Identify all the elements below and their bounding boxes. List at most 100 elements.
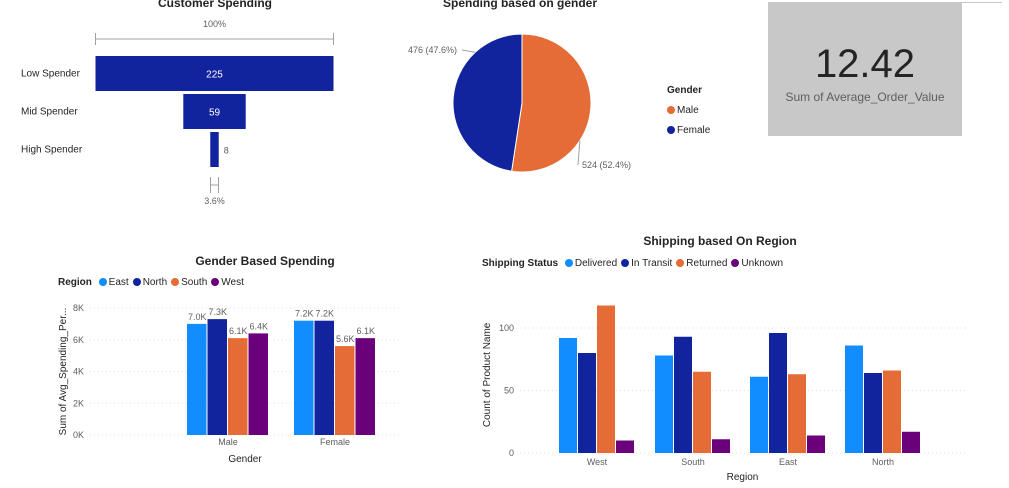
pie-legend-item: Male (667, 101, 710, 121)
legend-swatch (98, 278, 107, 286)
pie-chart: 524 (52.4%) 476 (47.6%) (408, 33, 631, 173)
funnel-category-label: High Spender (21, 145, 83, 156)
y-tick-label: 2K (73, 398, 84, 408)
funnel-bar-0 (95, 56, 334, 91)
pie-label-leader (577, 140, 581, 166)
gender-legend-item: North (129, 277, 167, 288)
gender-legend-item: South (167, 277, 207, 288)
legend-label: Returned (686, 258, 728, 269)
y-tick-label: 100 (499, 323, 514, 333)
funnel-chart: 100% Low Spender 225 Mid Spender 59 High Spen… (21, 19, 334, 206)
legend-label: West (221, 277, 244, 288)
bar-west-female (355, 338, 375, 435)
legend-swatch (731, 259, 740, 267)
bar-delivered-west (559, 338, 577, 453)
legend-swatch (171, 278, 180, 286)
pie-legend-item: Female (667, 121, 710, 141)
bar-north-female (314, 320, 334, 435)
bar-data-label: 7.2K (295, 309, 314, 319)
region-legend-item: In Transit (617, 258, 672, 269)
x-category-label: East (779, 457, 798, 467)
region-legend-item: Returned (672, 258, 727, 269)
x-category-label: North (872, 457, 894, 467)
legend-swatch (211, 278, 220, 286)
funnel-bar-1 (183, 94, 246, 129)
funnel-category-label: Mid Spender (21, 107, 78, 118)
legend-swatch (132, 278, 141, 286)
bar-delivered-east (750, 376, 768, 453)
bar-south-female (335, 346, 355, 435)
bar-delivered-south (655, 355, 673, 453)
x-category-label: South (681, 457, 705, 467)
region-legend-title: Shipping Status (482, 258, 559, 269)
pie-legend-title: Gender (667, 85, 703, 96)
y-tick-label: 0 (509, 448, 514, 458)
funnel-value-label: 8 (224, 146, 229, 156)
legend-label: In Transit (631, 258, 673, 269)
bar-data-label: 5.6K (336, 334, 355, 344)
bar-unknown-west (616, 440, 634, 453)
legend-swatch (621, 259, 630, 267)
bar-unknown-south (712, 439, 730, 453)
bar-returned-south (693, 371, 711, 453)
x-category-label: Male (218, 437, 238, 447)
kpi-card-value: 12.42 (814, 42, 916, 86)
funnel-category-label: Low Spender (21, 69, 81, 80)
bar-data-label: 7.2K (315, 309, 334, 319)
legend-swatch (667, 126, 675, 134)
bar-in-transit-north (864, 373, 882, 453)
bar-returned-west (597, 305, 615, 453)
gender-legend-title: Region (58, 277, 92, 288)
y-tick-label: 4K (73, 367, 84, 377)
pie-slice-female (452, 33, 523, 172)
funnel-bar-2 (210, 132, 219, 167)
bar-in-transit-south (674, 336, 692, 453)
region-chart-title: Shipping based On Region (643, 234, 797, 248)
legend-swatch (667, 106, 675, 114)
funnel-title: Customer Spending (157, 0, 272, 10)
gender-chart-legend: Region East North South West (58, 277, 244, 288)
funnel-top-percent: 100% (203, 19, 226, 29)
pie-data-label: 476 (47.6%) (408, 45, 457, 55)
bar-data-label: 7.0K (188, 312, 207, 322)
bar-unknown-east (807, 435, 825, 453)
bar-in-transit-east (769, 333, 787, 453)
bar-delivered-north (845, 345, 863, 453)
funnel-bottom-percent: 3.6% (204, 196, 225, 206)
legend-label: South (181, 277, 208, 288)
funnel-top-bracket (95, 33, 334, 45)
y-tick-label: 8K (73, 303, 84, 313)
pie-data-label: 524 (52.4%) (582, 160, 631, 170)
bar-east-male (187, 323, 207, 435)
bar-data-label: 6.1K (229, 326, 248, 336)
legend-swatch (676, 259, 685, 267)
top-divider (962, 2, 1002, 3)
region-bar-chart: 0 50 100 West South East North Region Count of P… (482, 305, 965, 483)
gender-legend-item: West (207, 277, 244, 288)
x-category-label: Female (320, 437, 350, 447)
gender-legend-item: East (95, 277, 129, 288)
pie-slice-male (511, 33, 592, 173)
bar-north-male (207, 319, 227, 435)
region-legend-item: Delivered (561, 258, 617, 269)
funnel-value-label: 59 (209, 108, 221, 119)
y-axis-title: Count of Product Name (482, 322, 493, 427)
legend-label: North (142, 277, 168, 288)
bar-west-male (248, 333, 268, 435)
region-legend-item: Unknown (727, 258, 783, 269)
pie-legend: Gender Male Female (667, 81, 710, 141)
bar-data-label: 6.4K (249, 321, 268, 331)
legend-swatch (564, 259, 573, 267)
bar-south-male (228, 338, 248, 435)
x-category-label: West (587, 457, 608, 467)
bar-in-transit-west (578, 353, 596, 453)
bar-unknown-north (902, 431, 920, 453)
funnel-bottom-bracket (210, 177, 219, 193)
pie-label-leader (461, 49, 476, 53)
pie-title: Spending based on gender (442, 0, 597, 10)
legend-label: East (108, 277, 129, 288)
bar-east-female (294, 320, 314, 435)
bar-returned-east (788, 374, 806, 453)
legend-label: Female (677, 125, 711, 136)
